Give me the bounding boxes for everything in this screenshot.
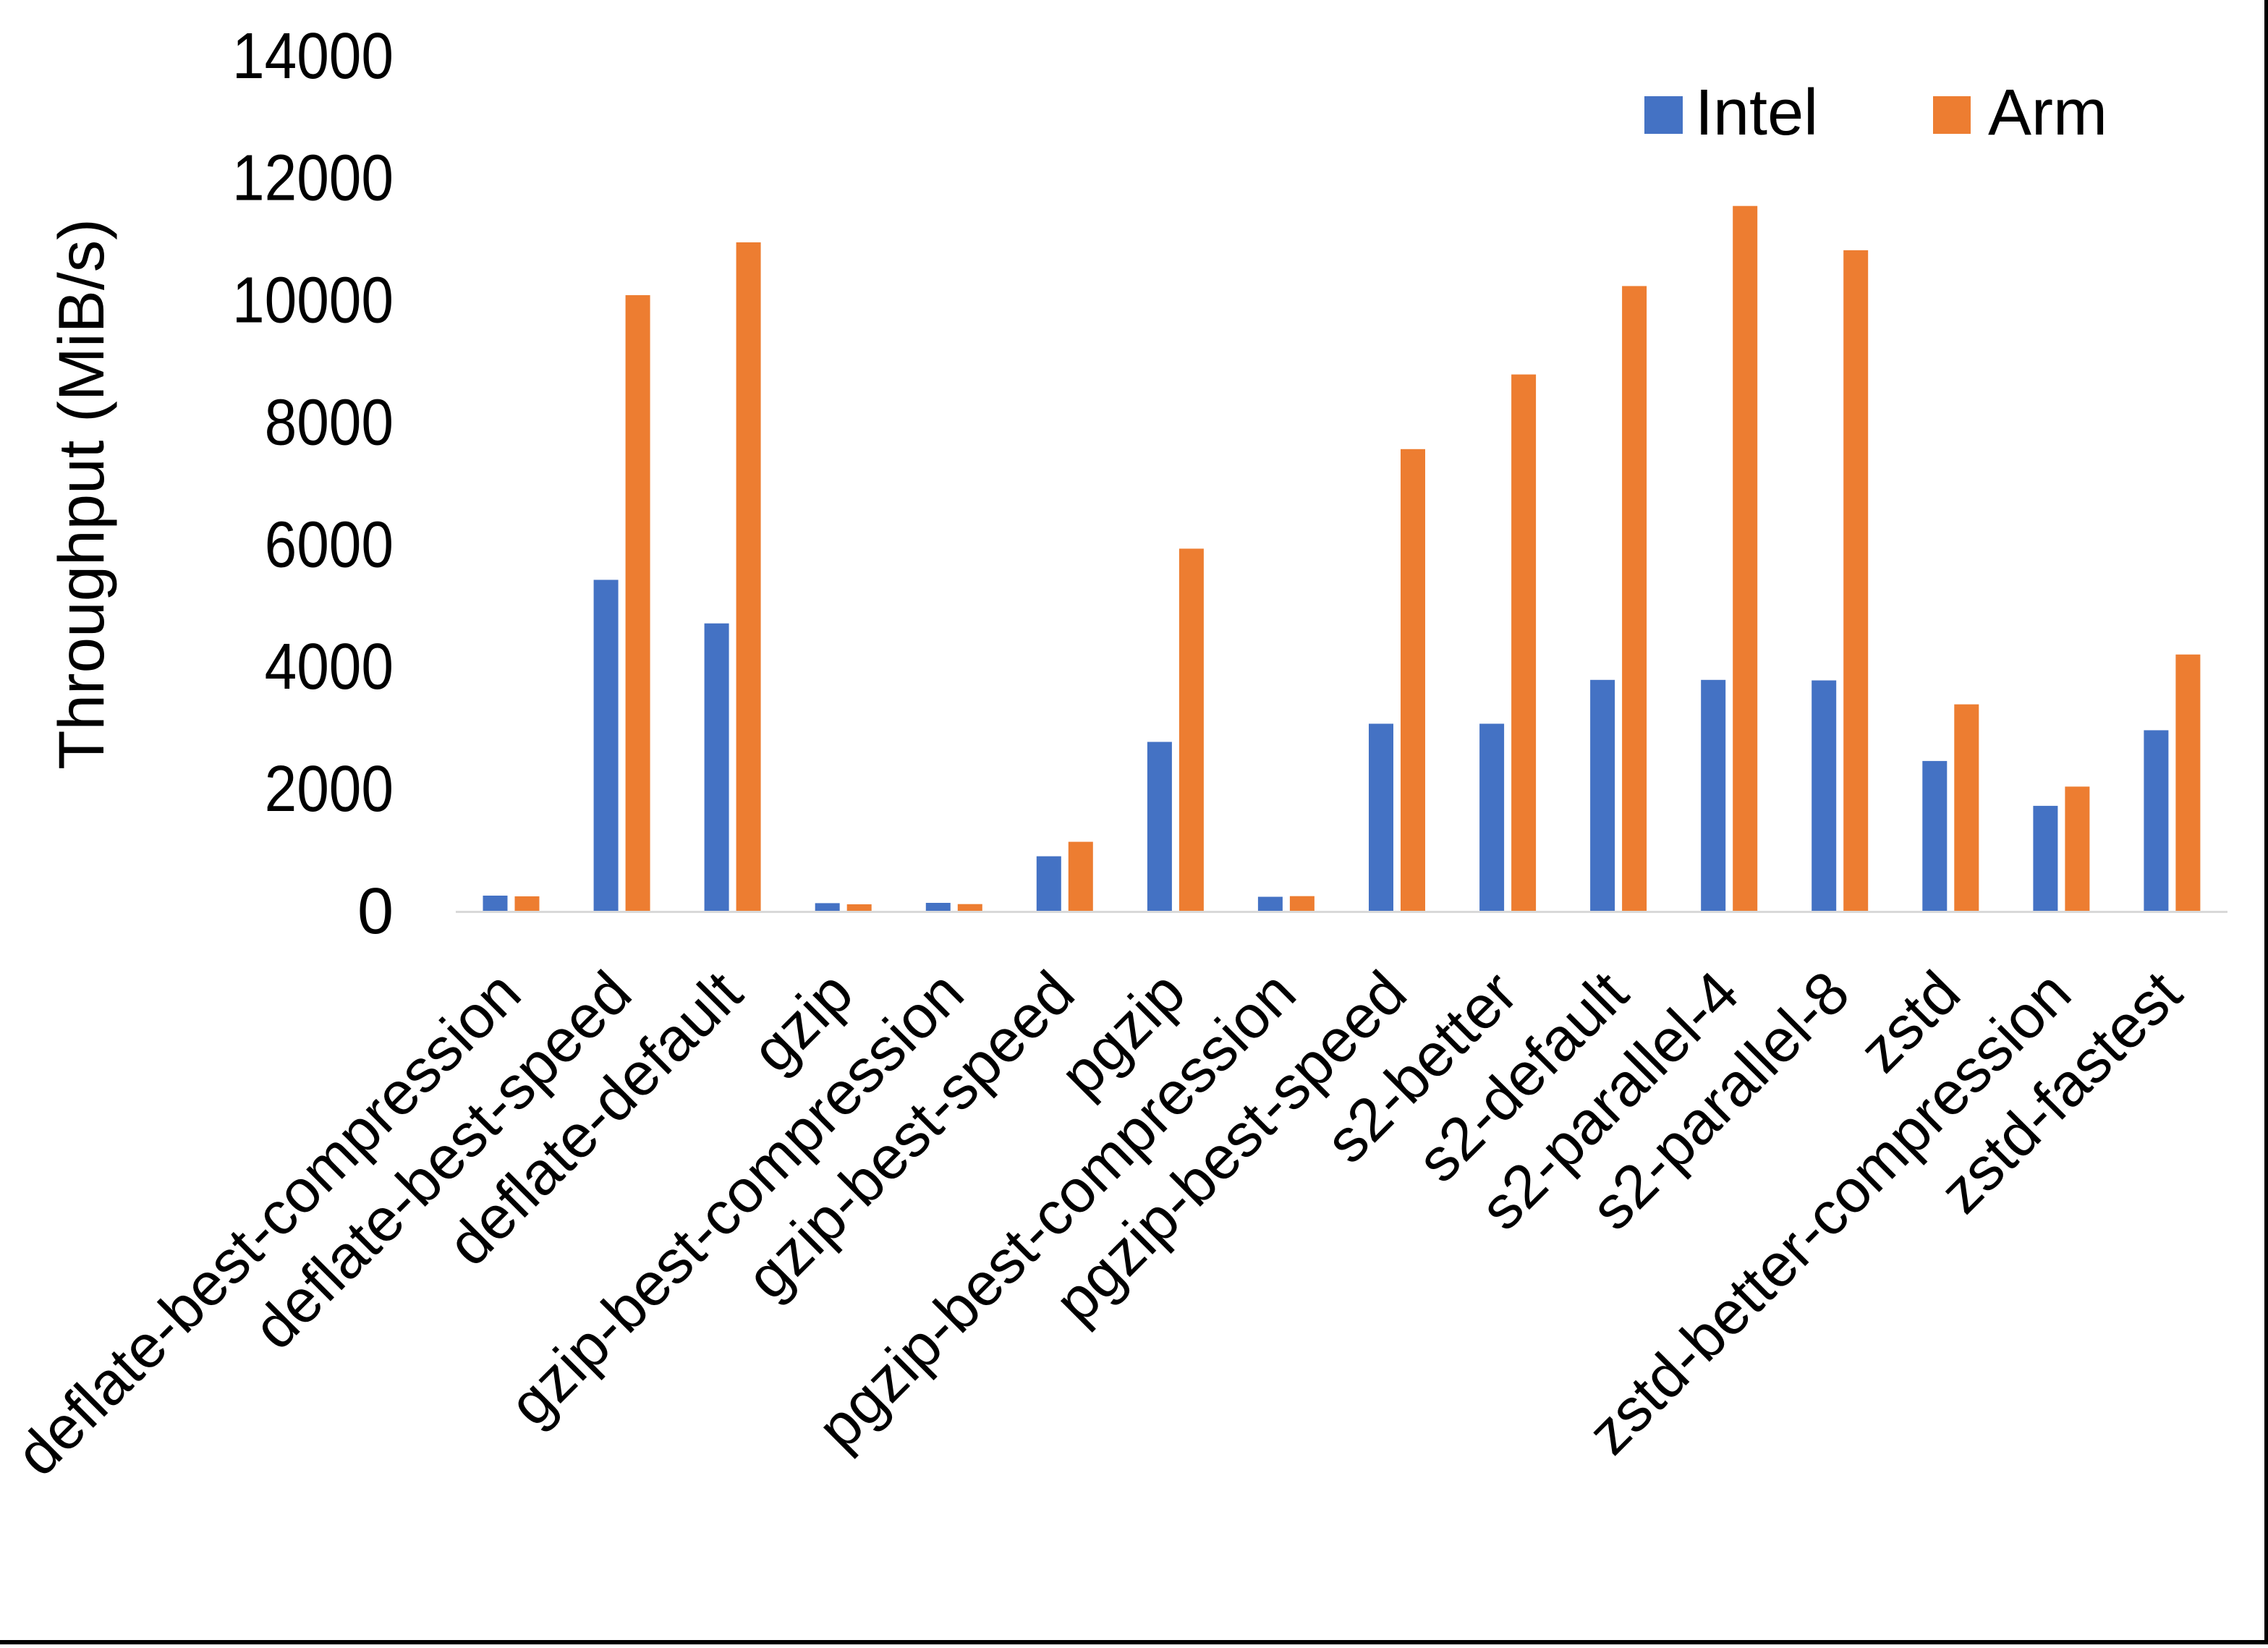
svg-text:6000: 6000	[265, 509, 394, 581]
svg-text:12000: 12000	[232, 143, 394, 215]
svg-text:2000: 2000	[265, 753, 394, 825]
svg-text:8000: 8000	[265, 386, 394, 459]
svg-text:10000: 10000	[232, 265, 394, 337]
svg-text:Intel: Intel	[1695, 77, 1818, 149]
svg-text:Throughput (MiB/s): Throughput (MiB/s)	[45, 218, 117, 770]
svg-text:Arm: Arm	[1988, 77, 2107, 149]
svg-text:0: 0	[357, 875, 394, 948]
svg-text:4000: 4000	[265, 631, 394, 703]
svg-text:14000: 14000	[232, 20, 394, 93]
